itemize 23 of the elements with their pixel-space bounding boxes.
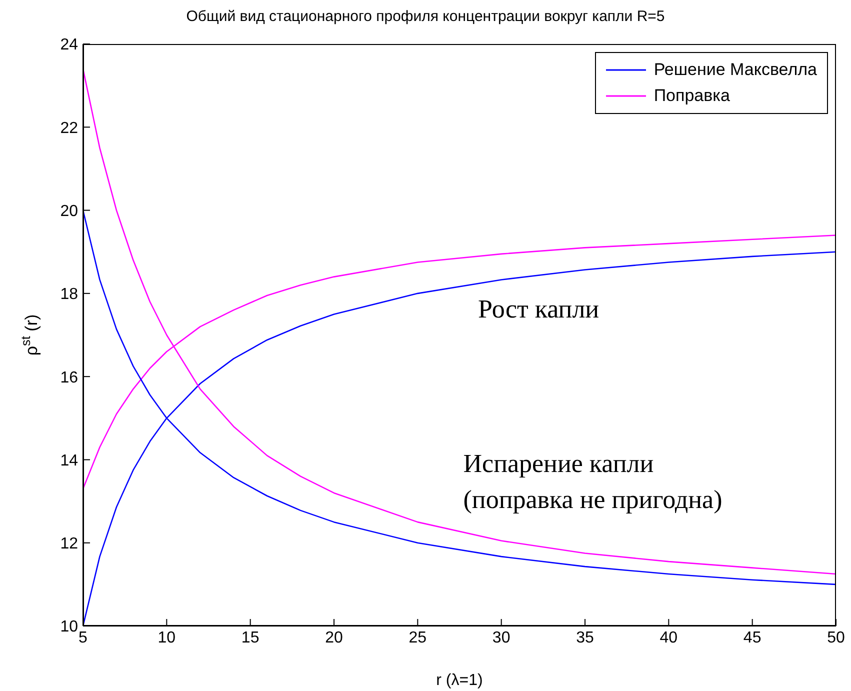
- x-tick-label: 35: [576, 629, 594, 646]
- y-tick-label: 24: [60, 36, 78, 54]
- x-tick-label: 10: [158, 629, 176, 646]
- y-tick-label: 20: [60, 202, 78, 220]
- legend-label: Поправка: [654, 85, 730, 107]
- chart-title: Общий вид стационарного профиля концентрации вокруг капли R=5: [185, 8, 666, 25]
- annotation: Рост капли: [478, 294, 600, 324]
- x-axis-title: r (λ=1): [436, 672, 483, 689]
- x-tick-label: 50: [827, 629, 845, 646]
- x-tick-label: 45: [743, 629, 762, 646]
- x-tick-label: 20: [325, 629, 343, 646]
- x-tick-label: 40: [660, 629, 678, 646]
- x-tick-label: 15: [241, 629, 260, 646]
- x-tick-label: 5: [78, 629, 88, 646]
- annotation: Испарение капли (поправка не пригодна): [463, 448, 722, 514]
- y-tick-label: 22: [60, 120, 78, 137]
- x-tick-label: 30: [492, 629, 510, 646]
- y-tick-label: 12: [60, 536, 78, 553]
- y-tick-label: 14: [60, 452, 78, 470]
- y-tick-label: 16: [60, 369, 78, 386]
- y-tick-label: 18: [60, 286, 78, 304]
- legend-label: Решение Максвелла: [654, 59, 817, 81]
- x-tick-label: 25: [408, 629, 427, 646]
